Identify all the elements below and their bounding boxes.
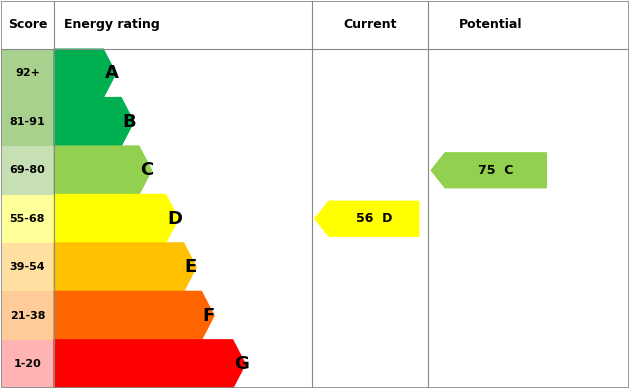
Text: 69-80: 69-80	[9, 165, 45, 175]
Text: 39-54: 39-54	[9, 262, 45, 272]
Text: B: B	[122, 113, 136, 131]
Text: 75  C: 75 C	[478, 164, 513, 177]
Bar	[1, 98, 54, 146]
Polygon shape	[54, 291, 214, 340]
Text: D: D	[167, 210, 182, 228]
Text: E: E	[185, 258, 197, 276]
Text: A: A	[105, 64, 118, 82]
Polygon shape	[54, 49, 116, 98]
Bar	[1, 243, 54, 291]
Text: 21-38: 21-38	[9, 311, 45, 321]
Text: Score: Score	[8, 18, 47, 32]
Text: Potential: Potential	[459, 18, 523, 32]
Polygon shape	[54, 194, 178, 243]
Polygon shape	[54, 340, 245, 388]
Bar	[1, 291, 54, 340]
Polygon shape	[54, 243, 196, 291]
Polygon shape	[54, 146, 151, 194]
Text: 1-20: 1-20	[13, 359, 42, 369]
Polygon shape	[315, 201, 419, 236]
Text: F: F	[203, 307, 215, 325]
Bar	[1, 49, 54, 98]
Text: Current: Current	[343, 18, 397, 32]
Text: 92+: 92+	[15, 68, 40, 78]
Text: 56  D: 56 D	[355, 212, 392, 225]
Bar	[1, 194, 54, 243]
Text: G: G	[234, 355, 249, 373]
Bar	[1, 146, 54, 194]
Text: Energy rating: Energy rating	[64, 18, 159, 32]
Polygon shape	[432, 153, 546, 188]
Text: 81-91: 81-91	[9, 117, 45, 127]
Text: 55-68: 55-68	[9, 214, 45, 224]
Polygon shape	[54, 98, 134, 146]
Text: C: C	[140, 161, 154, 179]
Bar	[1, 340, 54, 388]
